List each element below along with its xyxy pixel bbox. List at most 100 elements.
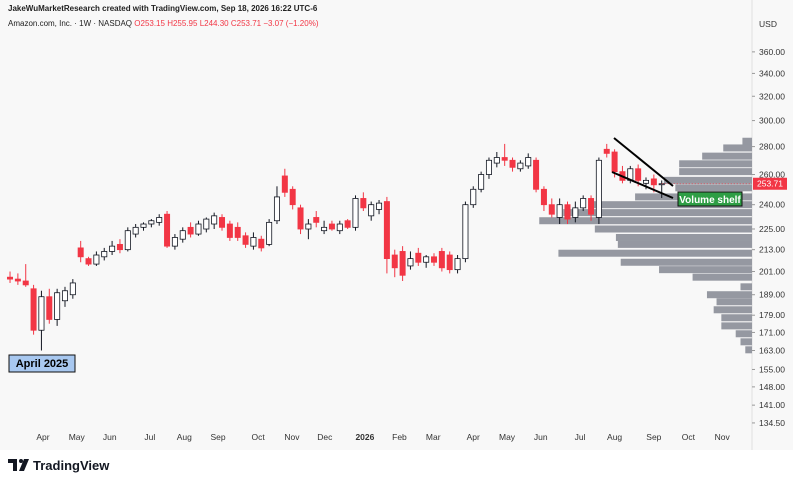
y-tick-label: 240.00 (759, 200, 785, 210)
candle-body (533, 159, 540, 190)
candle-body (250, 237, 257, 247)
symbol: Amazon.com, Inc. · 1W · NASDAQ (8, 19, 132, 28)
candle-body (61, 290, 68, 302)
footer-background (0, 450, 793, 481)
candle-body (501, 157, 508, 161)
candle-body (376, 202, 383, 210)
volume-bar (721, 322, 752, 330)
annotation-box (677, 191, 743, 207)
candle-body (313, 217, 320, 223)
y-tick-label: 155.00 (759, 364, 785, 374)
candle-body (438, 251, 445, 269)
candle-body (219, 217, 226, 228)
candle-body (548, 204, 555, 215)
candle-body (352, 198, 359, 228)
candle-body (179, 230, 186, 240)
y-tick-label: 280.00 (759, 142, 785, 152)
volume-bar (702, 152, 752, 160)
plot-area: 134.50 141.00 148.00 155.00 163.00 171.00 179.… (7, 0, 787, 450)
candle-body (454, 258, 461, 271)
x-tick-label: 2026 (355, 432, 374, 442)
candle-body (556, 204, 563, 218)
logo-text: TradingView (33, 458, 110, 473)
last-price-badge (753, 177, 787, 190)
logo-icon (8, 459, 29, 471)
logo-dot (19, 459, 23, 463)
volume-bar (716, 298, 752, 306)
candle-body (164, 213, 171, 247)
legend-close: C253.71 (231, 19, 262, 28)
candle-body (509, 159, 516, 168)
volume-bar (663, 176, 752, 184)
candle-body (305, 223, 312, 230)
candle-body (650, 178, 657, 186)
candle-body (69, 282, 76, 296)
x-tick-label: Feb (392, 432, 407, 442)
volume-bar (539, 217, 752, 225)
legend-high: H255.95 (167, 19, 198, 28)
annotation-label: Volume shelf (679, 195, 741, 206)
volume-bar (692, 273, 752, 281)
volume-bar (679, 168, 752, 176)
legend: Amazon.com, Inc. · 1W · NASDAQ O253.15 H… (8, 19, 319, 28)
candle-body (431, 256, 438, 263)
volume-bar (735, 330, 752, 338)
y-tick-label: 141.00 (759, 400, 785, 410)
x-tick-label: Apr (36, 432, 49, 442)
volume-bar (558, 249, 752, 257)
chart-background (0, 0, 793, 450)
candle-body (273, 196, 280, 222)
volume-bar (659, 266, 752, 274)
watermark: JakeWuMarketResearch created with Tradin… (8, 4, 318, 13)
volume-bar (713, 306, 752, 314)
volume-bar (745, 346, 752, 354)
x-tick-label: Dec (317, 432, 333, 442)
y-tick-label: 213.00 (759, 245, 785, 255)
x-tick-label: Jun (534, 432, 548, 442)
candle-body (30, 288, 37, 331)
candle-body (564, 204, 571, 220)
y-tick-label: 225.00 (759, 224, 785, 234)
y-tick-label: 148.00 (759, 382, 785, 392)
candle-body (281, 175, 288, 193)
volume-bar (617, 240, 752, 248)
y-tick-label: 320.00 (759, 91, 785, 101)
candle-body (148, 220, 155, 225)
x-tick-label: Nov (284, 432, 300, 442)
legend-open: O253.15 (134, 19, 165, 28)
y-tick-label: 189.00 (759, 290, 785, 300)
candle-body (321, 226, 328, 232)
candle-body (407, 258, 414, 267)
legend-low: L244.30 (200, 19, 229, 28)
candle-body (423, 256, 430, 263)
x-tick-label: Apr (467, 432, 480, 442)
candle-body (462, 204, 469, 260)
volume-bar (675, 184, 752, 192)
volume-bar (679, 160, 752, 168)
y-tick-label: 340.00 (759, 68, 785, 78)
volume-bar (740, 338, 752, 346)
candle-body (297, 207, 304, 230)
candle-body (336, 223, 343, 232)
candle-body (415, 252, 422, 263)
candle-body (485, 159, 492, 175)
candle-body (93, 254, 100, 265)
y-tick-label: 163.00 (759, 345, 785, 355)
candle-body (399, 251, 406, 276)
x-tick-label: Oct (682, 432, 696, 442)
y-tick-label: 260.00 (759, 170, 785, 180)
volume-bar (740, 283, 752, 291)
candle-body (635, 168, 642, 181)
candle-body (588, 198, 595, 215)
x-tick-label: Oct (252, 432, 266, 442)
candle-body (525, 157, 532, 167)
candle-body (540, 188, 547, 206)
annotation-label: April 2025 (16, 358, 69, 370)
candle-body (156, 217, 163, 223)
candle-body (226, 223, 233, 238)
candle-body (603, 148, 610, 154)
y-tick-label: 134.50 (759, 418, 785, 428)
volume-bar (723, 144, 752, 152)
x-tick-label: May (499, 432, 516, 442)
